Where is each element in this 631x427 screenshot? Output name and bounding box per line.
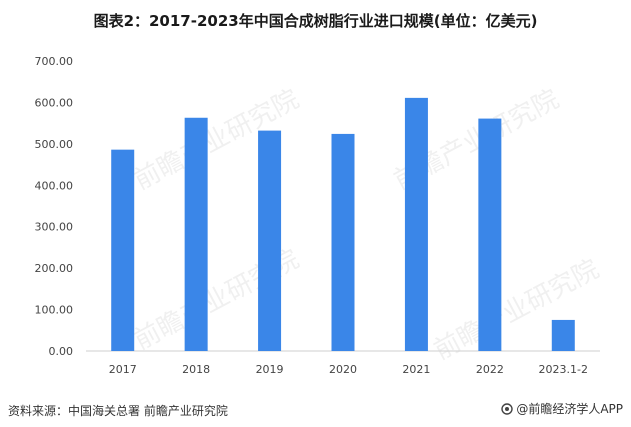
x-tick-label: 2020 <box>329 363 357 376</box>
bar-2023.1-2 <box>551 319 575 351</box>
x-tick-label: 2021 <box>402 363 430 376</box>
source-note: 资料来源：中国海关总署 前瞻产业研究院 <box>8 404 228 418</box>
y-tick-label: 400.00 <box>35 179 74 192</box>
y-tick-label: 100.00 <box>35 304 74 317</box>
x-tick-label: 2022 <box>476 363 504 376</box>
bar-2021 <box>404 97 428 351</box>
x-tick-label: 2019 <box>256 363 284 376</box>
x-tick-label: 2018 <box>182 363 210 376</box>
y-tick-label: 500.00 <box>35 138 74 151</box>
bar-2019 <box>258 130 282 351</box>
bars <box>111 97 575 351</box>
bar-2017 <box>111 149 135 351</box>
bar-2020 <box>331 133 355 351</box>
brand-logo-icon <box>501 402 514 415</box>
chart-title: 图表2：2017-2023年中国合成树脂行业进口规模(单位：亿美元) <box>93 12 538 30</box>
y-tick-label: 200.00 <box>35 262 74 275</box>
x-tick-label: 2017 <box>109 363 137 376</box>
y-axis-ticks: 0.00 100.00 200.00 300.00 400.00 500.00 600.00… <box>35 55 74 358</box>
x-axis-ticks: 2017 2018 2019 2020 2021 2022 2023.1-2 <box>109 363 588 376</box>
y-tick-label: 700.00 <box>35 55 74 68</box>
bar-chart: 前瞻产业研究院 前瞻产业研究院 前瞻产业研究院 前瞻产业研究院 0.00100.… <box>35 55 604 376</box>
bar-2018 <box>184 117 208 351</box>
x-tick-label: 2023.1-2 <box>539 363 588 376</box>
y-tick-label: 600.00 <box>35 96 74 109</box>
y-tick-label: 300.00 <box>35 221 74 234</box>
brand-credit: @前瞻经济学人APP <box>501 400 623 417</box>
watermark-text: 前瞻产业研究院 <box>429 254 604 366</box>
y-tick-label: 0.00 <box>49 345 74 358</box>
bar-2022 <box>478 118 502 351</box>
brand-text: @前瞻经济学人APP <box>516 402 623 416</box>
